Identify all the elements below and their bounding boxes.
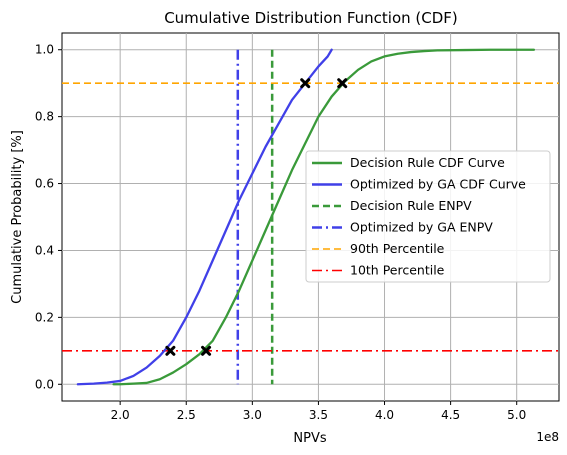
legend-item: 90th Percentile [312, 241, 445, 256]
legend-label: Decision Rule ENPV [350, 198, 472, 213]
y-tick-label: 0.0 [35, 377, 54, 391]
x-axis-label: NPVs [293, 431, 326, 446]
marker-stroke [201, 345, 212, 356]
x-tick-label: 3.5 [309, 408, 328, 422]
y-tick-label: 0.2 [35, 310, 54, 324]
percentile-marker [165, 345, 176, 356]
y-axis-ticks: 0.0 0.2 0.4 0.6 0.8 1.0 [35, 43, 62, 391]
legend-label: Optimized by GA CDF Curve [350, 177, 526, 192]
x-tick-label: 4.0 [375, 408, 394, 422]
legend-label: Decision Rule CDF Curve [350, 155, 505, 170]
series-line-optimized-by-ga-cdf-curve [76, 48, 333, 386]
legend-box [305, 150, 551, 283]
x-tick-label: 4.5 [441, 408, 460, 422]
legend-item: Optimized by GA CDF Curve [312, 177, 526, 192]
legend-item: Decision Rule ENPV [312, 198, 472, 213]
x-axis-ticks: 2.0 2.5 3.0 3.5 4.0 4.5 5.0 [111, 401, 526, 422]
y-tick-label: 1.0 [35, 43, 54, 57]
y-tick-label: 0.8 [35, 110, 54, 124]
series-lines [76, 48, 536, 386]
percentile-marker [300, 78, 311, 89]
legend: Decision Rule CDF Curve Optimized by GA C… [305, 150, 551, 283]
legend-label: Optimized by GA ENPV [350, 220, 493, 235]
legend-item: Decision Rule CDF Curve [312, 155, 505, 170]
y-tick-label: 0.6 [35, 177, 54, 191]
percentile-markers [165, 78, 348, 356]
x-tick-label: 5.0 [507, 408, 526, 422]
legend-label: 90th Percentile [350, 241, 445, 256]
x-tick-label: 2.0 [111, 408, 130, 422]
percentile-marker [337, 78, 348, 89]
y-tick-label: 0.4 [35, 243, 54, 257]
chart-title: Cumulative Distribution Function (CDF) [164, 9, 458, 27]
y-axis-label: Cumulative Probability [%] [10, 130, 25, 304]
legend-item: Optimized by GA ENPV [312, 220, 493, 235]
marker-stroke [337, 78, 348, 89]
x-tick-label: 2.5 [177, 408, 196, 422]
marker-stroke [300, 78, 311, 89]
percentile-marker [201, 345, 212, 356]
marker-stroke [165, 345, 176, 356]
legend-item: 10th Percentile [312, 263, 445, 278]
series-line-decision-rule-cdf-curve [112, 48, 536, 386]
x-scale-label: 1e8 [536, 430, 559, 444]
x-tick-label: 3.0 [243, 408, 262, 422]
legend-label: 10th Percentile [350, 263, 445, 278]
